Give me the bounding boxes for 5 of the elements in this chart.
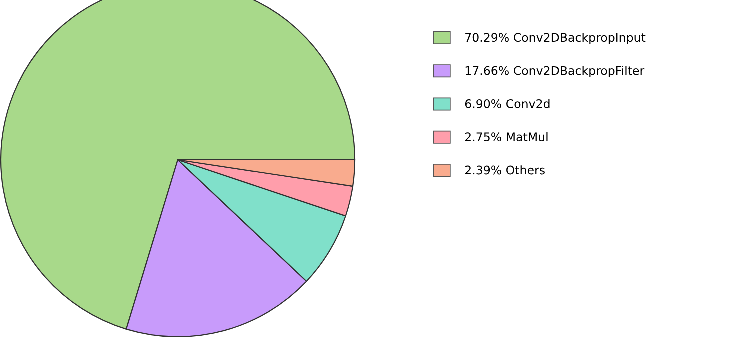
legend-label: 2.39% Others xyxy=(465,166,545,175)
legend-label: 17.66% Conv2DBackpropFilter xyxy=(466,66,645,78)
legend-label: 6.90% Conv2d xyxy=(465,99,550,108)
legend-label: 70.29% Conv2DBackpropInput xyxy=(466,32,646,44)
legend-label: 2.75% MatMul xyxy=(465,132,548,142)
